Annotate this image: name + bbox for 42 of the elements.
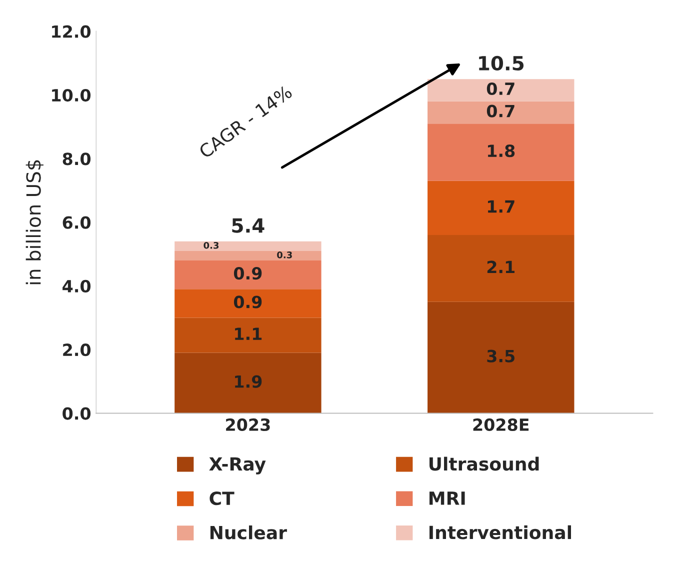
data-label: 1.9 xyxy=(235,375,262,388)
bar xyxy=(174,250,322,260)
data-label: 1.1 xyxy=(235,328,262,340)
legend-label: Ultrasound xyxy=(430,456,539,471)
total-label: 5.4 xyxy=(232,218,264,233)
data-label: 1.8 xyxy=(488,144,515,158)
bar xyxy=(428,79,574,102)
data-label: 0.3 xyxy=(204,242,219,249)
bar xyxy=(174,289,322,318)
data-label: 0.7 xyxy=(486,82,514,96)
data-label: 0.3 xyxy=(277,252,292,258)
data-label: 1.7 xyxy=(488,200,514,213)
x-tick-label: 2028E xyxy=(473,418,529,432)
x-tick-label: 2023 xyxy=(226,418,270,432)
data-label: 0.9 xyxy=(234,296,262,308)
y-tick-label: 6.0 xyxy=(62,216,91,229)
legend-label: Interventional xyxy=(430,525,571,540)
total-label: 10.5 xyxy=(479,56,524,71)
bar xyxy=(428,180,574,236)
y-tick-label: 0.0 xyxy=(62,407,91,420)
bar xyxy=(174,352,322,414)
y-tick-label: 2.0 xyxy=(63,344,91,356)
legend-label: X-Ray xyxy=(209,457,266,474)
data-label: 2.1 xyxy=(487,260,514,274)
bar xyxy=(174,318,322,353)
legend-label: MRI xyxy=(430,492,465,505)
data-label: 0.7 xyxy=(486,104,514,118)
bar xyxy=(428,124,574,181)
y-tick-label: 12.0 xyxy=(52,25,91,38)
bar xyxy=(428,101,574,124)
data-label: 3.5 xyxy=(487,350,514,362)
bar xyxy=(428,235,574,302)
y-tick-label: 8.0 xyxy=(62,152,91,166)
data-label: 0.9 xyxy=(234,267,262,280)
bar xyxy=(174,260,322,290)
legend-label: Nuclear xyxy=(210,525,287,540)
bar xyxy=(174,241,322,251)
bar xyxy=(428,302,574,414)
y-tick-label: 10.0 xyxy=(52,88,91,102)
y-tick-label: 4.0 xyxy=(62,280,91,293)
legend-label: CT xyxy=(210,492,234,506)
y-axis-title: in billion US$ xyxy=(26,160,44,284)
